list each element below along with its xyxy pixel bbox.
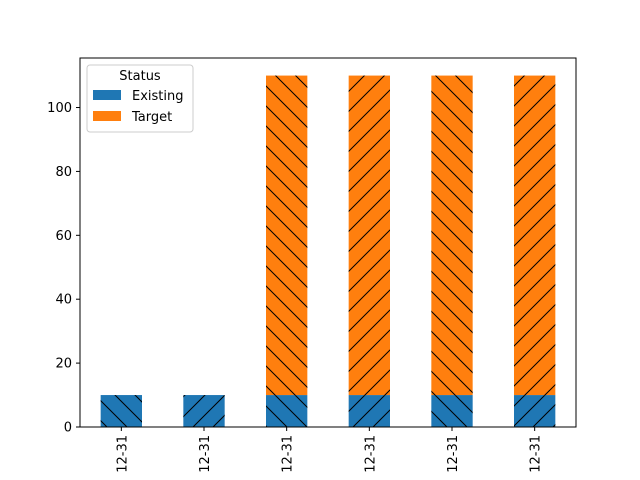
- y-tick-label: 80: [55, 165, 72, 180]
- legend-swatch-existing: [93, 90, 121, 100]
- x-tick-label: 12-31: [281, 435, 296, 473]
- bar-hatch-existing-0: [100, 395, 142, 427]
- legend-swatch-target: [93, 111, 121, 121]
- x-tick-label: 12-31: [446, 435, 461, 473]
- plot-frame: [79, 57, 577, 428]
- bar-hatch-existing-2: [266, 395, 308, 427]
- bar-hatch-target-3: [348, 75, 390, 396]
- x-tick-label: 12-31: [363, 435, 378, 473]
- y-tick-label: 0: [64, 421, 72, 436]
- bar-hatch-target-2: [266, 75, 308, 396]
- bars-layer: [100, 75, 556, 427]
- y-tick-label: 60: [55, 229, 72, 244]
- bar-hatch-existing-5: [514, 395, 556, 427]
- legend-label-existing: Existing: [132, 89, 184, 104]
- legend-label-target: Target: [131, 110, 172, 125]
- y-tick-label: 100: [47, 101, 72, 116]
- bar-hatch-target-4: [431, 75, 473, 396]
- x-tick-label: 12-31: [115, 435, 130, 473]
- y-tick-label: 40: [55, 293, 72, 308]
- x-tick-label: 12-31: [529, 435, 544, 473]
- bar-hatch-existing-1: [183, 395, 225, 427]
- axes-layer: 0 20 40 60 80 100 12-31 12-31 12-31 12-31 12-31 12-…: [47, 57, 577, 473]
- y-tick-label: 20: [55, 357, 72, 372]
- legend: Status Existing Target: [86, 64, 194, 133]
- bar-hatch-existing-4: [431, 395, 473, 427]
- legend-title: Status: [119, 69, 161, 84]
- bar-hatch-existing-3: [348, 395, 390, 427]
- x-tick-label: 12-31: [198, 435, 213, 473]
- bar-hatch-target-5: [514, 75, 556, 396]
